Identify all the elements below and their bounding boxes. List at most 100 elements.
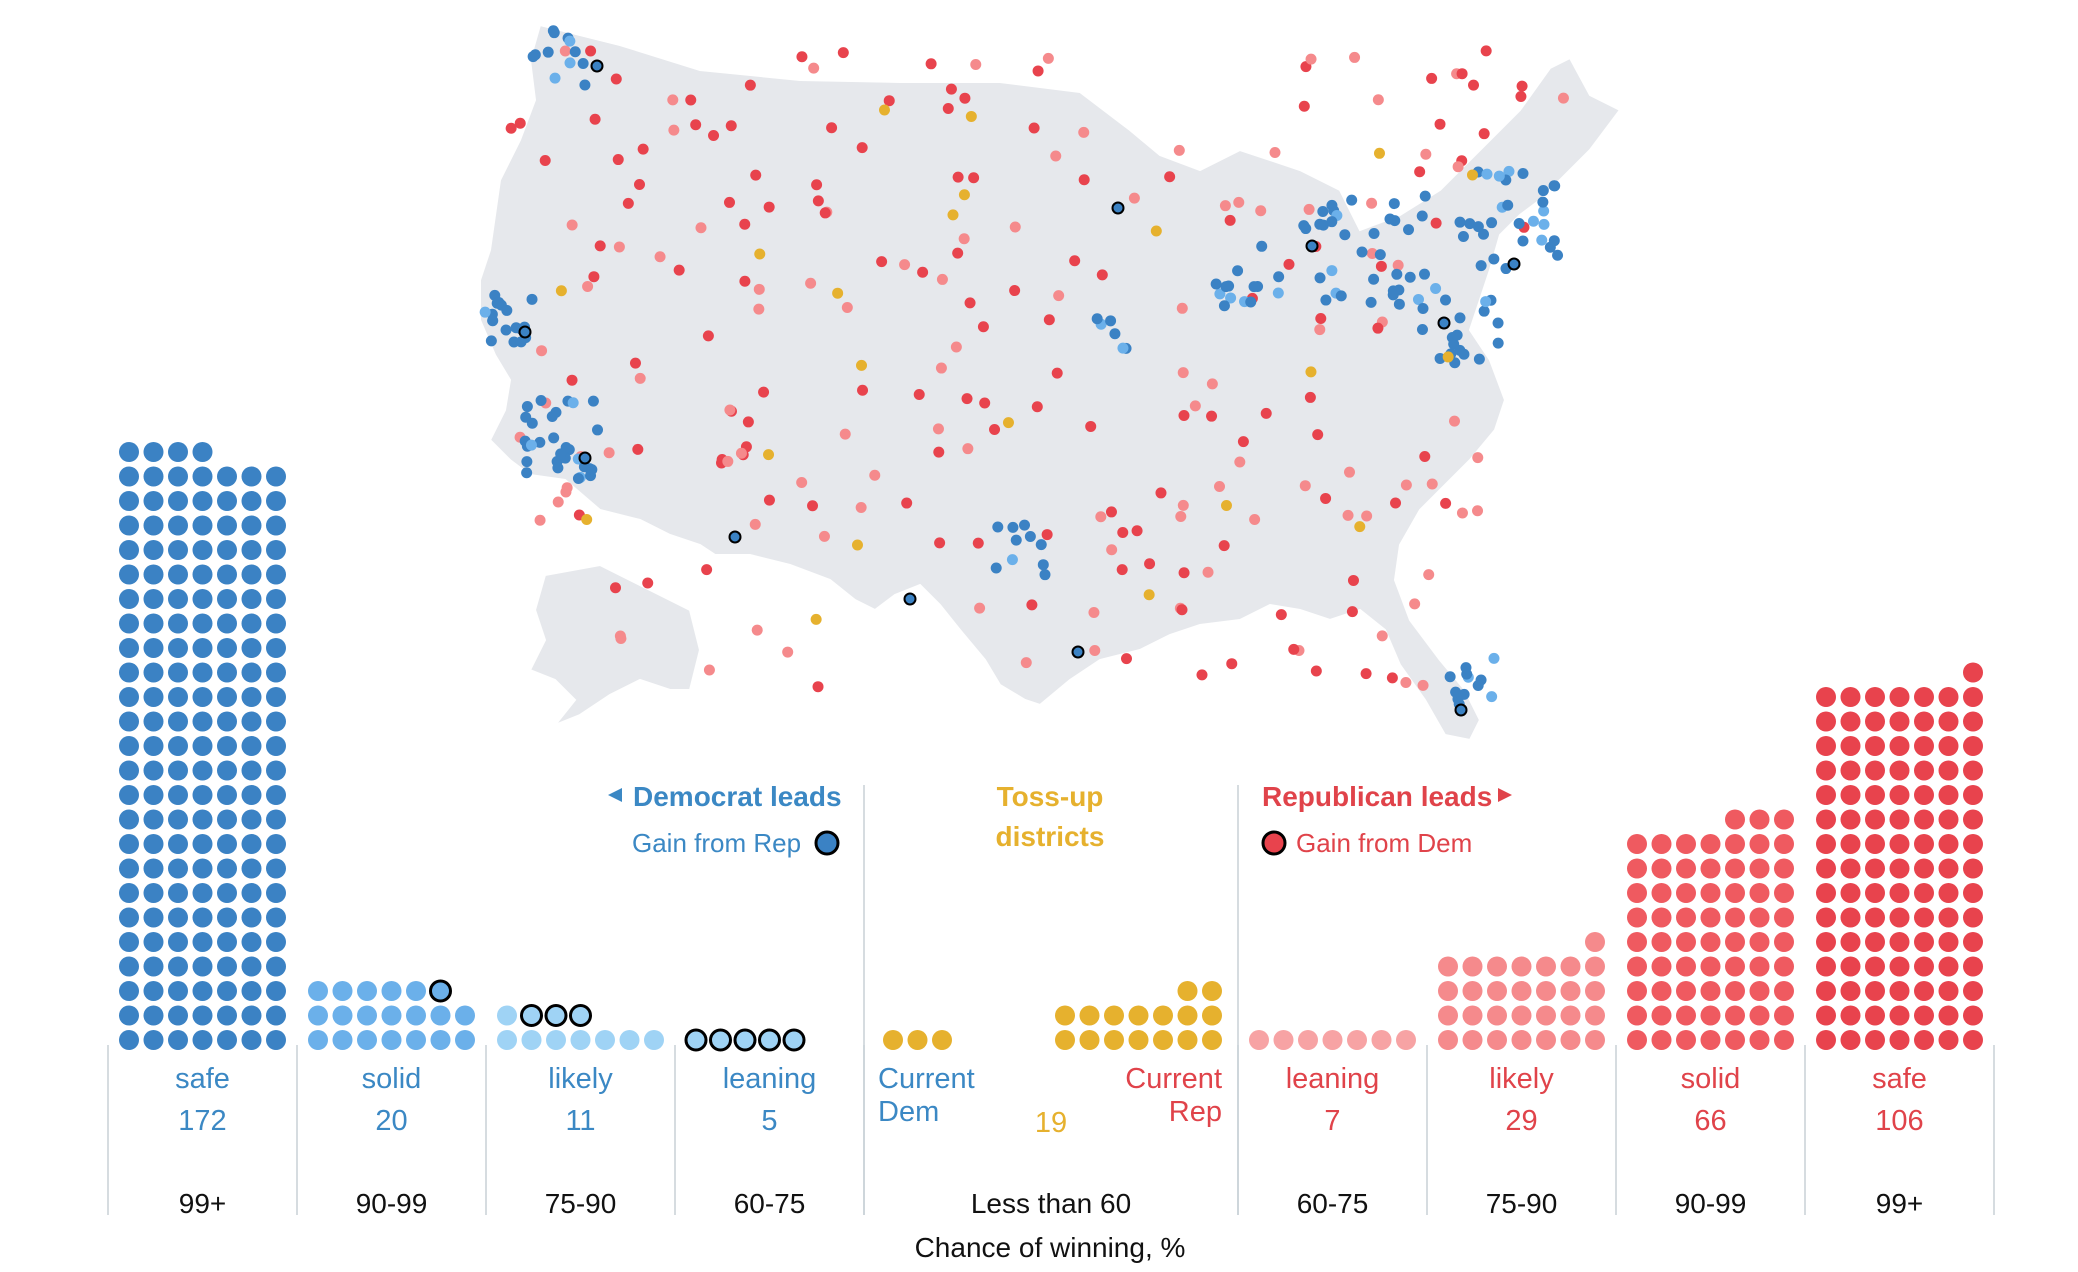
map-district-dot <box>1326 216 1338 228</box>
district-dot <box>308 1030 328 1050</box>
district-dot <box>1889 1030 1910 1050</box>
map-district-dot <box>1220 499 1232 511</box>
map-district-dot <box>1164 171 1176 183</box>
district-dot <box>1865 687 1885 707</box>
district-dot <box>1914 883 1934 903</box>
map-district-dot <box>1007 521 1019 533</box>
district-dot <box>1511 956 1532 977</box>
map-district-dot <box>1303 203 1315 215</box>
district-dot <box>1816 1005 1836 1026</box>
district-dot <box>1840 956 1861 977</box>
district-dot <box>119 638 139 658</box>
district-dot <box>521 1030 542 1050</box>
district-dot <box>217 687 237 707</box>
tossup-rep-dot <box>1202 981 1222 1001</box>
column-range-label: 90-99 <box>356 1188 428 1219</box>
district-dot <box>1938 736 1959 756</box>
map-district-dot <box>703 664 715 676</box>
district-dot <box>1725 907 1745 928</box>
district-dot <box>143 1005 164 1026</box>
district-dot <box>1963 907 1983 928</box>
district-dot <box>168 736 188 756</box>
district-dot <box>168 760 188 781</box>
district-dot <box>308 981 328 1001</box>
dem-leads-title: Democrat leads <box>633 781 842 812</box>
map-district-dot <box>811 179 823 191</box>
map-district-dot <box>633 178 645 190</box>
map-district-dot <box>725 120 737 132</box>
district-dot <box>168 662 188 683</box>
district-dot <box>1840 1005 1861 1026</box>
district-dot <box>143 785 164 805</box>
map-district-dot <box>566 219 578 231</box>
district-dot <box>168 466 188 487</box>
map-district-dot <box>1417 679 1429 691</box>
map-district-dot <box>1423 569 1435 581</box>
district-dot <box>241 564 262 585</box>
map-district-dot <box>654 251 666 263</box>
district-dot <box>1816 687 1836 707</box>
district-dot <box>119 809 139 830</box>
map-district-dot <box>1548 235 1560 247</box>
district-dot <box>1840 785 1861 805</box>
map-district-dot <box>841 301 853 313</box>
district-dot <box>1963 834 1983 854</box>
map-district-dot <box>934 537 946 549</box>
district-dot <box>1749 956 1770 977</box>
map-district-dot <box>1481 168 1493 180</box>
map-district-dot <box>1272 287 1284 299</box>
district-dot <box>266 834 286 854</box>
district-dot <box>168 638 188 658</box>
district-dot <box>1963 809 1983 830</box>
district-dot <box>1627 1030 1647 1050</box>
map-district-dot <box>950 341 962 353</box>
district-dot <box>1774 1030 1794 1050</box>
map-district-dot <box>1020 657 1032 669</box>
map-district-dot <box>805 277 817 289</box>
map-district-dot <box>1372 94 1384 106</box>
map-district-dot <box>1299 480 1311 492</box>
column-range-label: 75-90 <box>1486 1188 1558 1219</box>
map-district-dot <box>1430 282 1442 294</box>
map-district-dot <box>990 562 1002 574</box>
map-district-dot <box>1109 328 1121 340</box>
district-dot <box>241 613 262 634</box>
map-district-dot <box>1024 530 1036 542</box>
district-dot <box>1725 858 1745 879</box>
map-district-dot <box>932 423 944 435</box>
district-dot <box>217 834 237 854</box>
district-dot <box>192 956 213 977</box>
map-district-dot <box>1273 271 1285 283</box>
map-district-dot <box>521 467 533 479</box>
map-district-dot <box>958 189 970 201</box>
map-district-dot <box>514 117 526 129</box>
district-dot <box>192 466 213 487</box>
district-dot <box>1438 1030 1458 1050</box>
map-district-dot <box>1317 206 1329 218</box>
map-district-dot <box>974 602 986 614</box>
map-district-dot <box>1155 487 1167 499</box>
district-dot <box>1963 858 1983 879</box>
district-dot <box>455 1030 475 1050</box>
district-dot <box>1536 956 1556 977</box>
map-district-dot <box>1117 527 1129 539</box>
map-district-dot <box>1409 598 1421 610</box>
district-dot <box>1914 858 1934 879</box>
district-dot <box>241 1005 262 1026</box>
map-district-dot <box>925 58 937 70</box>
district-dot <box>241 540 262 560</box>
district-dot <box>1700 834 1721 854</box>
district-dot <box>1938 711 1959 732</box>
map-district-dot <box>1488 652 1500 664</box>
map-district-dot <box>527 51 539 63</box>
gain-district-dot <box>544 1004 568 1027</box>
gain-district-dot <box>429 979 452 1003</box>
district-dot <box>119 858 139 879</box>
map-district-dot <box>1269 147 1281 159</box>
map-district-dot <box>1420 148 1432 160</box>
map-district-dot <box>685 94 697 106</box>
map-district-dot <box>1176 604 1188 616</box>
district-dot <box>168 515 188 536</box>
district-dot <box>1865 932 1885 952</box>
map-district-dot <box>586 464 598 476</box>
